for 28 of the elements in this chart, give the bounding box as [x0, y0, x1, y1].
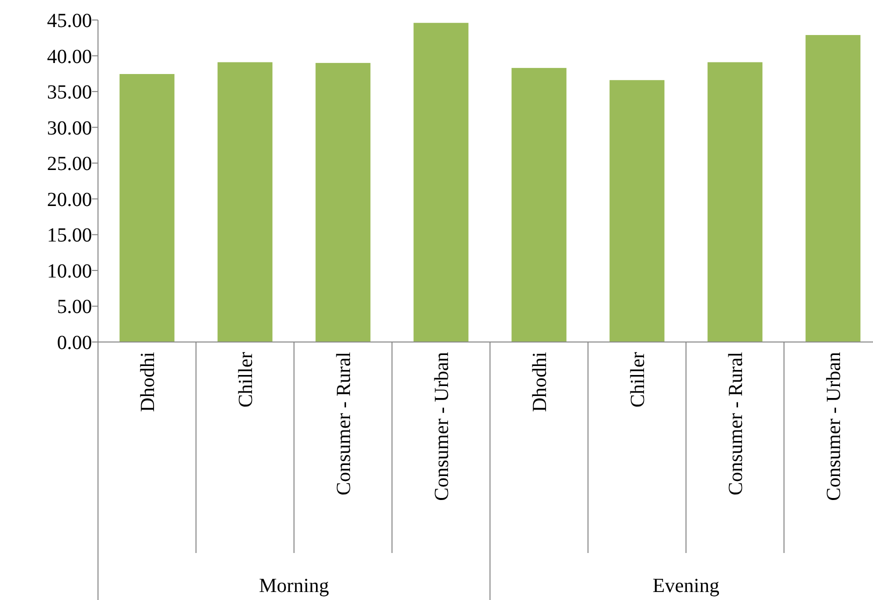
- bar: [512, 68, 566, 342]
- y-tick-label: 10.00: [47, 260, 92, 282]
- x-tick-label: Consumer - Rural: [725, 352, 747, 496]
- bar: [218, 62, 272, 342]
- y-tick-label: 5.00: [57, 296, 92, 318]
- y-tick-label: 30.00: [47, 117, 92, 140]
- x-tick-label: Chiller: [627, 352, 649, 408]
- bar: [120, 74, 174, 342]
- y-tick-label: 40.00: [47, 46, 92, 68]
- y-tick-label: 25.00: [47, 153, 92, 176]
- y-tick-label: 15.00: [47, 224, 92, 247]
- y-tick-label: 35.00: [47, 82, 92, 104]
- bar: [316, 62, 370, 342]
- x-tick-label: Consumer - Urban: [431, 352, 453, 501]
- x-tick-label: Consumer - Urban: [823, 352, 845, 501]
- bar: [806, 35, 860, 342]
- x-tick-label: Consumer - Rural: [333, 352, 355, 496]
- y-tick-label: 45.00: [47, 10, 92, 32]
- x-tick-label: Dhodhi: [529, 352, 551, 412]
- bar: [414, 22, 468, 342]
- x-tick-label: Chiller: [235, 352, 257, 408]
- bar: [610, 80, 664, 342]
- y-tick-label: 20.00: [47, 188, 92, 211]
- y-tick-label: 0.00: [57, 332, 92, 354]
- text: Morning: [259, 575, 329, 597]
- x-tick-label: Dhodhi: [137, 352, 159, 412]
- bar: [708, 62, 762, 342]
- text: Evening: [652, 575, 720, 597]
